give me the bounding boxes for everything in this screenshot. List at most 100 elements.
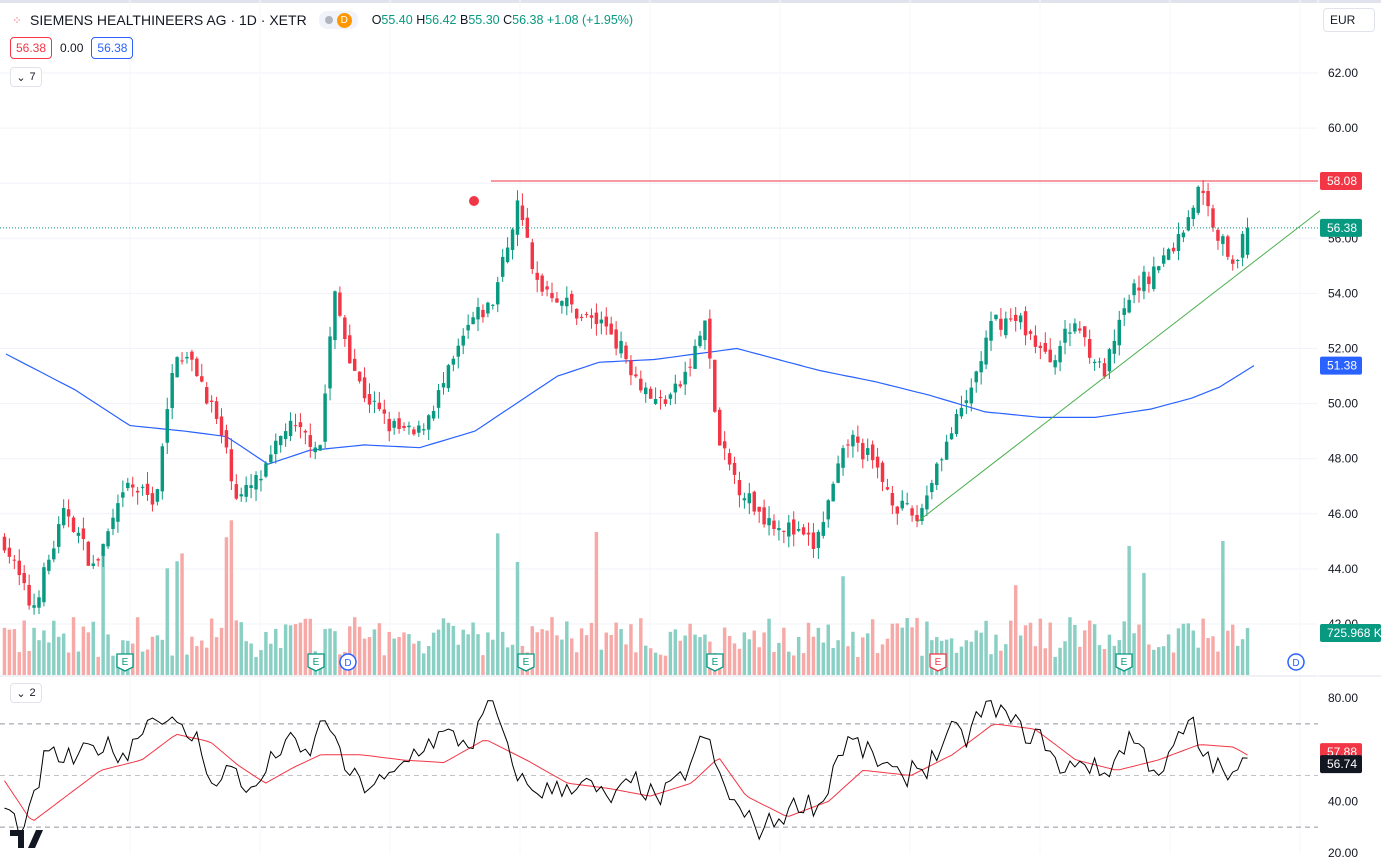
volume-bar xyxy=(584,635,589,675)
candle-body xyxy=(244,485,248,497)
rsi-toggle-button[interactable]: ⌄ 2 xyxy=(10,683,42,703)
sell-button[interactable]: 56.38 xyxy=(10,37,53,59)
volume-tag-text: 725.968 K xyxy=(1327,626,1381,640)
volume-bar xyxy=(412,643,416,675)
market-closed-icon xyxy=(324,16,333,24)
price-tick-label: 52.00 xyxy=(1328,342,1358,356)
candle-body xyxy=(964,400,969,404)
volume-bar xyxy=(1087,620,1092,675)
volume-bar xyxy=(476,634,480,675)
volume-bar xyxy=(920,655,924,675)
volume-bar xyxy=(885,638,890,675)
alarm-icon xyxy=(469,196,479,206)
candle-body xyxy=(1117,319,1122,346)
candle-body xyxy=(708,318,712,359)
volume-bar xyxy=(426,646,431,675)
volume-bar xyxy=(895,623,900,675)
volume-bar xyxy=(1196,647,1200,675)
candle-body xyxy=(826,500,830,520)
volume-bar xyxy=(644,645,648,675)
volume-bar xyxy=(254,656,258,675)
candle-body xyxy=(481,309,485,318)
candle-body xyxy=(126,482,130,489)
volume-bar xyxy=(86,632,91,675)
candle-body xyxy=(135,490,140,493)
volume-bar xyxy=(727,635,732,675)
ma-price-tag-bg xyxy=(1320,356,1362,375)
candle-body xyxy=(491,304,495,306)
volume-bar xyxy=(2,627,7,675)
earnings-label: E xyxy=(935,657,942,668)
earnings-marker xyxy=(116,653,134,672)
candle-body xyxy=(1107,349,1112,372)
change-value: +1.08 (+1.95%) xyxy=(546,13,634,27)
candle-body xyxy=(71,517,76,532)
candle-body xyxy=(831,483,835,502)
candle-body xyxy=(1092,361,1097,364)
symbol-title[interactable]: SIEMENS HEALTHINEERS AG · 1D · XETR xyxy=(30,12,307,28)
candle-body xyxy=(209,400,214,402)
candle-body xyxy=(1009,318,1013,320)
volume-bar xyxy=(742,632,747,675)
volume-bar xyxy=(1053,656,1057,675)
delayed-data-icon: D xyxy=(336,12,352,28)
volume-bar xyxy=(200,640,204,675)
volume-bar xyxy=(278,648,283,675)
candle-body xyxy=(27,584,31,606)
candle-body xyxy=(713,359,717,412)
volume-bar xyxy=(1063,641,1067,675)
volume-bar xyxy=(851,631,855,675)
volume-bar xyxy=(787,651,791,675)
candle-body xyxy=(456,345,461,357)
candle-body xyxy=(486,302,490,314)
candle-body xyxy=(451,358,456,365)
currency-select[interactable]: EUR xyxy=(1323,8,1375,32)
volume-bar xyxy=(969,641,974,675)
volume-bar xyxy=(831,647,835,675)
volume-bar xyxy=(471,622,475,675)
candle-body xyxy=(1073,323,1077,332)
buy-button[interactable]: 56.38 xyxy=(91,37,134,59)
high-label: H xyxy=(416,13,426,27)
candle-body xyxy=(787,522,791,537)
volume-bar xyxy=(609,634,613,675)
market-status-badge[interactable]: D xyxy=(318,11,358,29)
volume-bar xyxy=(402,632,406,675)
candle-body xyxy=(742,498,747,501)
candle-body xyxy=(407,425,411,428)
volume-bar xyxy=(362,638,367,675)
volume-bar xyxy=(407,634,411,675)
resistance-price-tag-bg xyxy=(1320,171,1362,190)
volume-bar xyxy=(42,630,46,675)
indicators-toggle-button[interactable]: ⌄ 7 xyxy=(10,67,42,87)
candle-body xyxy=(653,399,658,404)
volume-bar xyxy=(505,647,510,675)
last-price-tag: 56.38 xyxy=(1320,218,1362,237)
candle-body xyxy=(1201,190,1205,193)
candle-body xyxy=(417,425,421,433)
volume-bar xyxy=(1013,585,1018,675)
volume-bar xyxy=(565,621,569,675)
volume-bar xyxy=(954,652,959,675)
candle-body xyxy=(1132,283,1136,296)
volume-bar xyxy=(905,617,909,675)
candle-body xyxy=(762,507,766,525)
candle-body xyxy=(7,547,12,557)
candle-body xyxy=(747,493,752,504)
volume-bar xyxy=(1235,645,1240,675)
candle-body xyxy=(426,415,431,430)
volume-bar xyxy=(160,639,165,675)
candle-body xyxy=(96,559,100,561)
resistance-price-tag-text: 58.08 xyxy=(1327,174,1357,188)
volume-bar xyxy=(264,631,268,675)
candle-body xyxy=(880,462,885,483)
volume-bar xyxy=(1137,624,1141,675)
candle-body xyxy=(925,495,929,510)
candle-body xyxy=(856,436,860,443)
candle-body xyxy=(1043,342,1048,352)
tradingview-logo-icon xyxy=(10,830,43,848)
symbol-logo-icon: ⁘ xyxy=(12,14,22,27)
candle-body xyxy=(397,418,401,429)
volume-bar xyxy=(244,641,248,675)
